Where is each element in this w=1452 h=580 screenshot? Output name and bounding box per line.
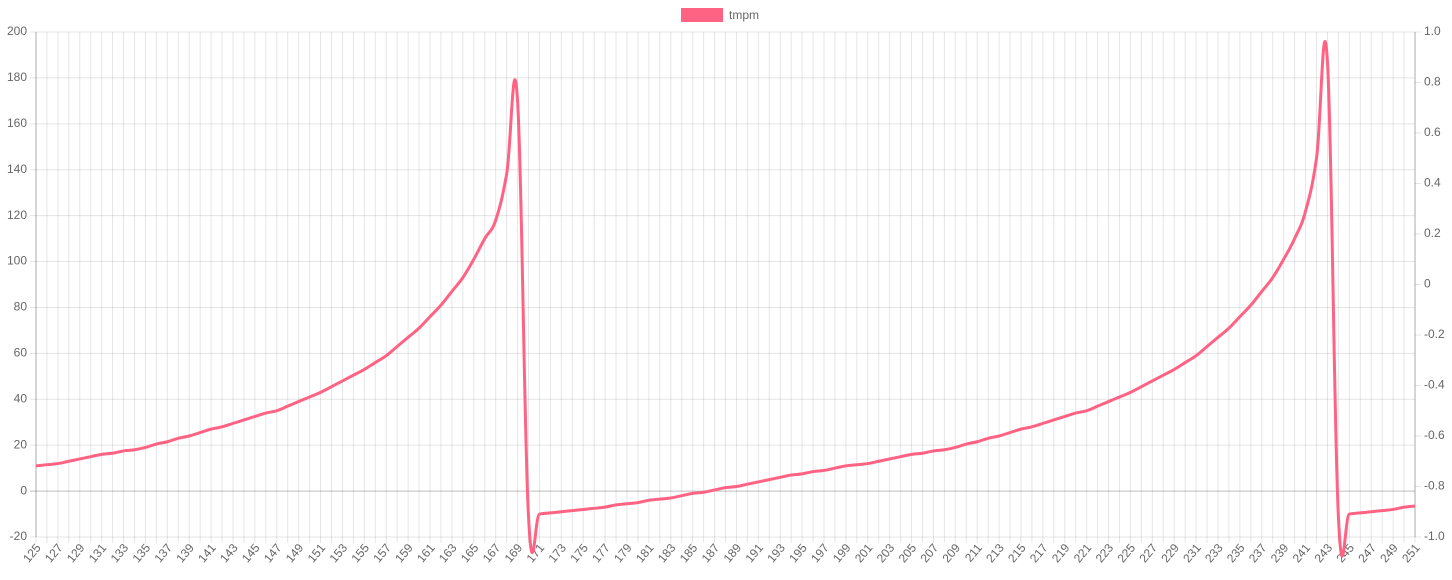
x-tick-label: 141 [195,541,219,566]
x-tick-label: 165 [458,541,482,566]
x-tick-label: 153 [327,541,351,566]
x-tick-label: 183 [655,541,679,566]
x-tick-label: 139 [173,541,197,566]
x-tick-label: 193 [764,541,788,566]
y-tick-label: 160 [7,116,27,130]
x-tick-label: 225 [1115,541,1139,566]
y2-tick-label: -1.0 [1424,529,1445,543]
y-tick-label: -20 [10,529,28,543]
x-tick-label: 189 [721,541,745,566]
y-tick-label: 120 [7,208,27,222]
x-tick-label: 181 [633,541,657,566]
y-tick-label: 200 [7,24,27,38]
x-tick-label: 163 [436,541,460,566]
x-tick-label: 179 [611,541,635,566]
x-tick-label: 177 [589,541,613,566]
y-tick-label: 0 [20,483,27,497]
x-tick-label: 211 [962,541,985,565]
y2-tick-label: 0 [1424,277,1431,291]
y2-tick-label: -0.6 [1424,428,1445,442]
x-tick-label: 197 [808,541,832,566]
x-tick-label: 173 [545,541,569,566]
x-tick-label: 201 [852,541,876,566]
x-tick-label: 129 [64,541,88,566]
y-tick-label: 80 [14,300,28,314]
x-tick-label: 217 [1027,541,1051,566]
legend-swatch [681,8,723,22]
x-tick-label: 251 [1399,541,1423,566]
x-tick-label: 155 [348,541,372,566]
x-tick-label: 247 [1355,541,1379,566]
x-tick-label: 241 [1290,541,1314,566]
x-tick-label: 203 [874,541,898,566]
x-tick-label: 243 [1312,541,1336,566]
y-tick-label: 180 [7,70,27,84]
x-tick-label: 229 [1158,541,1182,566]
x-tick-label: 195 [786,541,810,566]
y2-tick-label: 0.8 [1424,75,1441,89]
y2-tick-label: -0.2 [1424,327,1445,341]
x-tick-label: 239 [1268,541,1292,566]
x-tick-label: 207 [918,541,942,566]
y2-tick-label: 0.4 [1424,176,1441,190]
x-tick-label: 127 [42,541,66,566]
x-tick-label: 149 [283,541,307,566]
x-tick-label: 175 [567,541,591,566]
y2-tick-label: 0.2 [1424,226,1441,240]
legend-label: tmpm [729,8,759,22]
y-tick-label: 40 [14,391,28,405]
x-tick-label: 191 [742,541,766,566]
x-tick-label: 215 [1005,541,1029,566]
y-tick-label: 20 [14,437,28,451]
x-tick-label: 249 [1377,541,1401,566]
x-tick-label: 199 [830,541,854,566]
x-tick-label: 159 [392,541,416,566]
x-tick-label: 161 [414,541,438,566]
x-tick-label: 237 [1246,541,1270,566]
x-tick-label: 205 [896,541,920,566]
x-tick-label: 187 [699,541,723,566]
x-tick-label: 223 [1093,541,1117,566]
x-tick-label: 219 [1049,541,1073,566]
y2-tick-label: -0.4 [1424,378,1445,392]
x-tick-label: 125 [20,541,44,566]
x-tick-label: 231 [1180,541,1204,566]
x-tick-label: 143 [217,541,241,566]
x-tick-label: 131 [86,541,110,566]
y2-tick-label: 0.6 [1424,125,1441,139]
x-tick-label: 135 [130,541,154,566]
y-tick-label: 100 [7,254,27,268]
x-tick-label: 147 [261,541,285,566]
x-tick-label: 137 [151,541,175,566]
series-line [35,40,1416,558]
x-tick-label: 167 [480,541,504,566]
y2-tick-label: -0.8 [1424,479,1445,493]
x-tick-label: 151 [305,541,329,566]
y-tick-label: 60 [14,346,28,360]
x-tick-label: 221 [1071,541,1095,566]
y-tick-label: 140 [7,162,27,176]
x-tick-label: 213 [983,541,1007,566]
x-tick-label: 157 [370,541,394,566]
x-tick-label: 209 [939,541,963,566]
y2-tick-label: 1.0 [1424,24,1441,38]
x-tick-label: 227 [1136,541,1160,566]
x-tick-label: 133 [108,541,132,566]
x-tick-label: 185 [677,541,701,566]
x-tick-label: 145 [239,541,263,566]
x-tick-label: 233 [1202,541,1226,566]
x-tick-label: 235 [1224,541,1248,566]
x-tick-label: 169 [502,541,526,566]
